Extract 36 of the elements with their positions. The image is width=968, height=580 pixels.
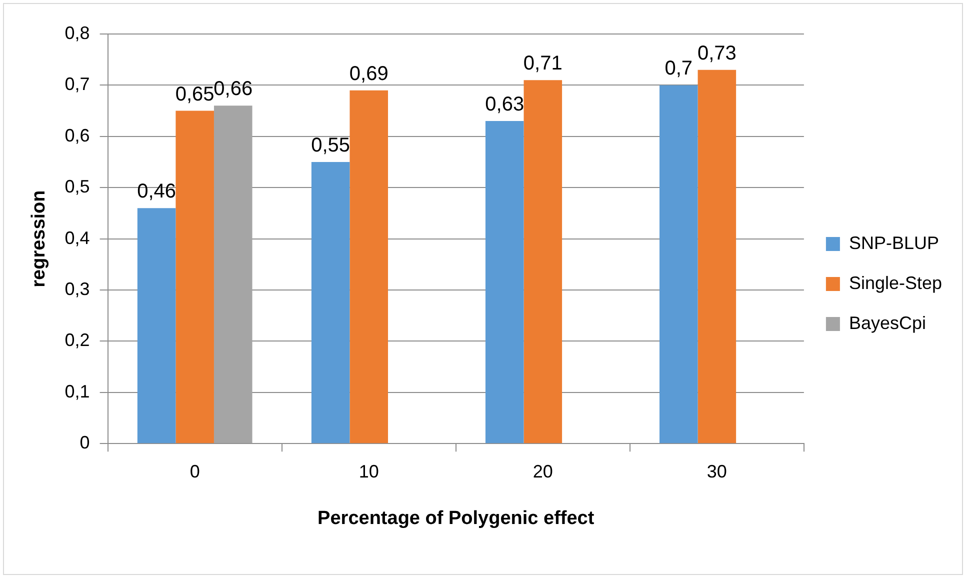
legend-label: Single-Step	[848, 272, 942, 293]
y-tick-label: 0,5	[64, 176, 90, 197]
bar	[485, 121, 524, 444]
data-label: 0,63	[485, 94, 524, 116]
x-tick-label: 30	[706, 461, 727, 482]
data-label: 0,71	[523, 52, 562, 75]
y-tick-label: 0	[80, 432, 90, 453]
data-label: 0,66	[214, 78, 253, 100]
y-axis-title: regression	[28, 190, 50, 288]
y-tick-label: 0,2	[64, 330, 90, 350]
data-label: 0,46	[137, 180, 176, 203]
data-label: 0,69	[349, 62, 388, 85]
y-tick-label: 0,3	[64, 278, 90, 299]
y-tick-label: 0,1	[64, 381, 90, 402]
y-tick-label: 0,6	[64, 125, 90, 146]
data-label: 0,73	[697, 42, 736, 64]
data-label: 0,7	[664, 58, 693, 80]
bar	[176, 110, 214, 444]
legend-label: SNP-BLUP	[848, 232, 939, 253]
bar	[659, 85, 698, 444]
x-axis-title: Percentage of Polygenic effect	[318, 508, 595, 529]
bar	[214, 106, 252, 444]
bar	[350, 90, 388, 444]
x-tick-label: 0	[190, 461, 200, 482]
legend-label: BayesCpi	[848, 312, 926, 333]
bar	[698, 70, 736, 444]
bar	[311, 162, 350, 444]
y-tick-label: 0,8	[64, 22, 90, 43]
x-tick-label: 20	[532, 461, 553, 482]
data-label: 0,55	[311, 134, 350, 157]
bar	[524, 80, 562, 444]
y-tick-label: 0,4	[64, 228, 90, 248]
y-tick-label: 0,7	[64, 74, 90, 94]
x-tick-label: 10	[358, 461, 379, 482]
data-label: 0,65	[175, 83, 214, 106]
bar	[137, 208, 176, 444]
